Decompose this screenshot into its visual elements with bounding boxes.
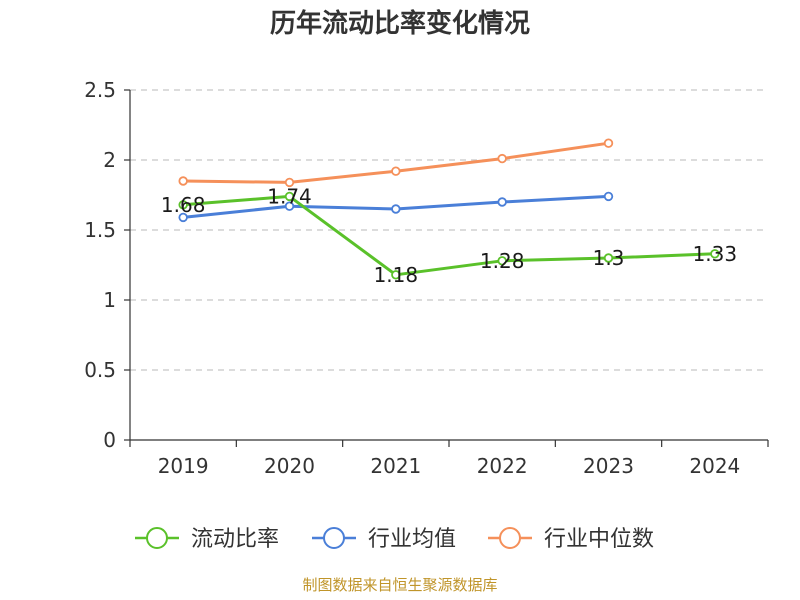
data-point <box>391 166 401 176</box>
x-tick-label: 2019 <box>158 454 209 478</box>
x-tick-label: 2021 <box>370 454 421 478</box>
legend-swatch-circle <box>499 527 521 549</box>
data-point <box>284 177 295 188</box>
y-tick-label: 0 <box>103 428 116 452</box>
data-point <box>178 212 188 223</box>
legend-item[interactable]: 流动比率 <box>135 527 279 552</box>
data-label: 1.3 <box>593 246 625 270</box>
grid <box>130 89 768 371</box>
data-source-note: 制图数据来自恒生聚源数据库 <box>302 576 497 594</box>
x-tick-label: 2022 <box>477 454 528 478</box>
x-tick-label: 2020 <box>264 454 315 478</box>
legend-label: 行业均值 <box>368 527 456 552</box>
data-point <box>497 197 507 207</box>
y-tick-label: 0.5 <box>84 358 116 382</box>
axes: 0 0.5 1 1.5 2 2.5 2019 2020 2021 2022 2023 2024 <box>84 78 769 478</box>
y-tick-label: 2 <box>103 148 116 172</box>
data-point <box>391 270 401 280</box>
y-tick-label: 1.5 <box>84 218 116 242</box>
data-label: 1.28 <box>480 249 525 273</box>
x-tick-label: 2023 <box>583 454 634 478</box>
legend-swatch-circle <box>146 527 168 549</box>
series-lines <box>178 138 720 280</box>
data-point <box>603 191 614 202</box>
series-line <box>181 141 610 184</box>
legend[interactable]: 流动比率 行业均值 行业中位数 <box>135 527 654 552</box>
legend-swatch-circle <box>323 527 345 549</box>
data-point <box>497 256 507 266</box>
data-point <box>497 153 507 164</box>
data-label: 1.18 <box>374 263 419 287</box>
legend-item[interactable]: 行业中位数 <box>488 527 654 552</box>
data-point <box>603 253 614 263</box>
chart-title: 历年流动比率变化情况 <box>270 8 530 39</box>
data-label: 1.74 <box>267 184 312 208</box>
data-point <box>603 138 614 148</box>
data-point <box>710 249 720 259</box>
data-label: 1.68 <box>161 193 206 217</box>
x-tick-label: 2024 <box>689 454 740 478</box>
y-tick-label: 2.5 <box>84 78 116 102</box>
legend-item[interactable]: 行业均值 <box>312 527 456 552</box>
data-point <box>284 191 295 202</box>
series-line <box>181 194 717 277</box>
y-tick-label: 1 <box>103 288 116 312</box>
data-labels: 1.68 1.74 1.18 1.28 1.3 1.33 <box>161 184 737 286</box>
data-label: 1.33 <box>693 242 738 266</box>
data-point <box>391 204 401 214</box>
data-point <box>178 176 188 186</box>
data-point <box>178 200 188 210</box>
legend-label: 行业中位数 <box>544 527 654 552</box>
data-point <box>284 201 295 211</box>
legend-label: 流动比率 <box>191 527 279 552</box>
